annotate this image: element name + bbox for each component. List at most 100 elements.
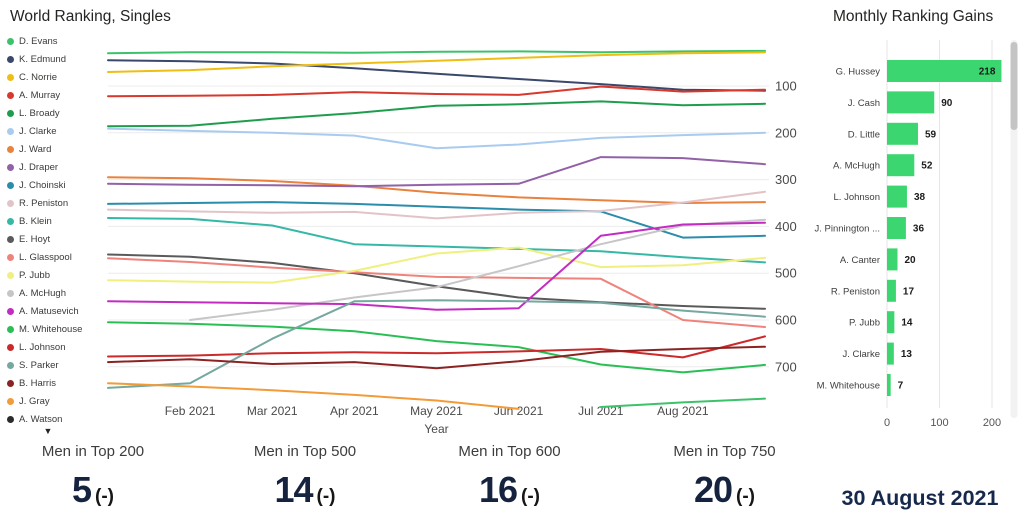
legend-item-j-clarke[interactable]: J. Clarke (5, 122, 107, 140)
kpi-label: Men in Top 750 (673, 443, 776, 460)
legend-item-l-broady[interactable]: L. Broady (5, 104, 107, 122)
legend-item-b-klein[interactable]: B. Klein (5, 212, 107, 230)
series-line-p-jubb[interactable] (107, 246, 766, 284)
legend-item-s-parker[interactable]: S. Parker (5, 356, 107, 374)
legend-label: L. Broady (19, 107, 60, 119)
axis-label: Apr 2021 (330, 404, 379, 418)
legend-label: B. Klein (19, 215, 52, 227)
bar-d-little[interactable] (887, 122, 918, 145)
legend-swatch-icon (7, 271, 14, 279)
legend-item-d-evans[interactable]: D. Evans (5, 32, 107, 50)
series-line-l-broady[interactable] (107, 100, 766, 128)
kpi-label: Men in Top 600 (458, 443, 561, 460)
legend-item-e-hoyt[interactable]: E. Hoyt (5, 230, 107, 248)
legend-item-j-draper[interactable]: J. Draper (5, 158, 107, 176)
series-line-j-ward[interactable] (107, 176, 766, 204)
legend-item-b-harris[interactable]: B. Harris (5, 374, 107, 392)
axis-label: 59 (925, 129, 937, 140)
kpi-value: 5 (71, 469, 92, 510)
legend-swatch-icon (7, 361, 14, 369)
bar-j-clarke[interactable] (887, 342, 894, 365)
axis-label: J. Pinnington ... (815, 224, 880, 235)
axis-label: 200 (983, 417, 1001, 429)
kpi-card-top500[interactable]: Men in Top 500 14 (-) (215, 443, 395, 511)
series-line-j-gray[interactable] (107, 382, 520, 410)
series-line-l-johnson[interactable] (107, 335, 766, 359)
legend-item-r-peniston[interactable]: R. Peniston (5, 194, 107, 212)
bar-a-canter[interactable] (887, 248, 898, 271)
axis-label: Feb 2021 (165, 404, 216, 418)
axis-label: J. Cash (848, 98, 880, 109)
line-chart-plot: 100 200 300 400 500 600 700 Feb 2021 Mar 2021 Apr… (107, 49, 797, 436)
report-date: 30 August 2021 (841, 486, 999, 510)
kpi-card-top200[interactable]: Men in Top 200 5 (-) (8, 443, 178, 511)
series-line-c-norrie[interactable] (107, 51, 766, 73)
series-line-g-hussey[interactable] (599, 397, 766, 408)
legend-item-j-ward[interactable]: J. Ward (5, 140, 107, 158)
legend-label: J. Choinski (19, 179, 66, 191)
series-line-j-clarke[interactable] (107, 127, 766, 150)
kpi-card-top600[interactable]: Men in Top 600 16 (-) (422, 443, 597, 511)
scrollbar-thumb[interactable] (1010, 42, 1018, 130)
bar-g-hussey[interactable] (887, 60, 1002, 82)
legend-label: L. Glasspool (19, 251, 72, 263)
legend-item-a-matusevich[interactable]: A. Matusevich (5, 302, 107, 320)
series-line-l-glasspool[interactable] (107, 257, 766, 328)
scrollbar-track[interactable] (1010, 40, 1018, 418)
series-line-m-whitehouse[interactable] (107, 321, 766, 374)
legend-item-p-jubb[interactable]: P. Jubb (5, 266, 107, 284)
axis-label: 90 (941, 98, 953, 109)
bar-r-peniston[interactable] (887, 279, 896, 302)
bar-m-whitehouse[interactable] (887, 374, 891, 396)
legend-swatch-icon (7, 91, 14, 99)
bar-a-mchugh[interactable] (887, 154, 915, 177)
bar-chart-panel: Monthly Ranking Gains 0 100 200 G. Hussey 21… (815, 0, 1024, 445)
series-line-a-mchugh[interactable] (189, 218, 766, 321)
axis-label: Aug 2021 (657, 404, 709, 418)
kpi-delta: (-) (736, 486, 756, 507)
series-line-b-klein[interactable] (107, 217, 766, 264)
legend-item-a-watson[interactable]: A. Watson (5, 410, 107, 428)
legend-label: A. Watson (19, 413, 63, 425)
legend-item-l-glasspool[interactable]: L. Glasspool (5, 248, 107, 266)
legend-item-a-murray[interactable]: A. Murray (5, 86, 107, 104)
axis-label: Mar 2021 (247, 404, 298, 418)
series-line-r-peniston[interactable] (107, 190, 766, 220)
legend-item-a-mchugh[interactable]: A. McHugh (5, 284, 107, 302)
line-chart-title: World Ranking, Singles (10, 8, 171, 25)
legend-item-j-gray[interactable]: J. Gray (5, 392, 107, 410)
kpi-value: 20 (693, 469, 733, 510)
axis-label: 600 (775, 313, 797, 328)
legend-label: A. Murray (19, 89, 61, 101)
series-line-d-evans[interactable] (107, 49, 766, 55)
axis-label: 36 (913, 224, 925, 235)
chevron-down-icon[interactable]: ▼ (43, 426, 53, 436)
series-line-k-edmund[interactable] (107, 59, 766, 92)
series-line-s-parker[interactable] (107, 299, 766, 389)
legend-item-m-whitehouse[interactable]: M. Whitehouse (5, 320, 107, 338)
legend-item-l-johnson[interactable]: L. Johnson (5, 338, 107, 356)
series-line-b-harris[interactable] (107, 345, 766, 370)
bar-j-pinnington-[interactable] (887, 217, 906, 239)
line-chart-legend: D. Evans K. Edmund C. Norrie A. Murray L. Br… (5, 32, 107, 428)
bar-j-cash[interactable] (887, 91, 935, 114)
series-line-j-draper[interactable] (107, 156, 766, 188)
axis-label: 38 (914, 192, 926, 203)
bar-l-johnson[interactable] (887, 185, 907, 208)
legend-swatch-icon (7, 307, 14, 315)
legend-item-c-norrie[interactable]: C. Norrie (5, 68, 107, 86)
legend-item-k-edmund[interactable]: K. Edmund (5, 50, 107, 68)
axis-label: 218 (979, 67, 996, 78)
axis-label: 300 (775, 172, 797, 187)
axis-label: 52 (921, 161, 933, 172)
series-line-a-matusevich[interactable] (107, 221, 766, 311)
axis-label: 17 (903, 286, 915, 297)
kpi-label: Men in Top 200 (41, 443, 145, 460)
bar-p-jubb[interactable] (887, 311, 895, 334)
kpi-card-top750[interactable]: Men in Top 750 20 (-) (632, 443, 817, 511)
series-line-a-murray[interactable] (107, 85, 766, 98)
legend-swatch-icon (7, 415, 14, 423)
legend-label: M. Whitehouse (19, 323, 83, 335)
legend-label: P. Jubb (19, 269, 50, 281)
legend-item-j-choinski[interactable]: J. Choinski (5, 176, 107, 194)
